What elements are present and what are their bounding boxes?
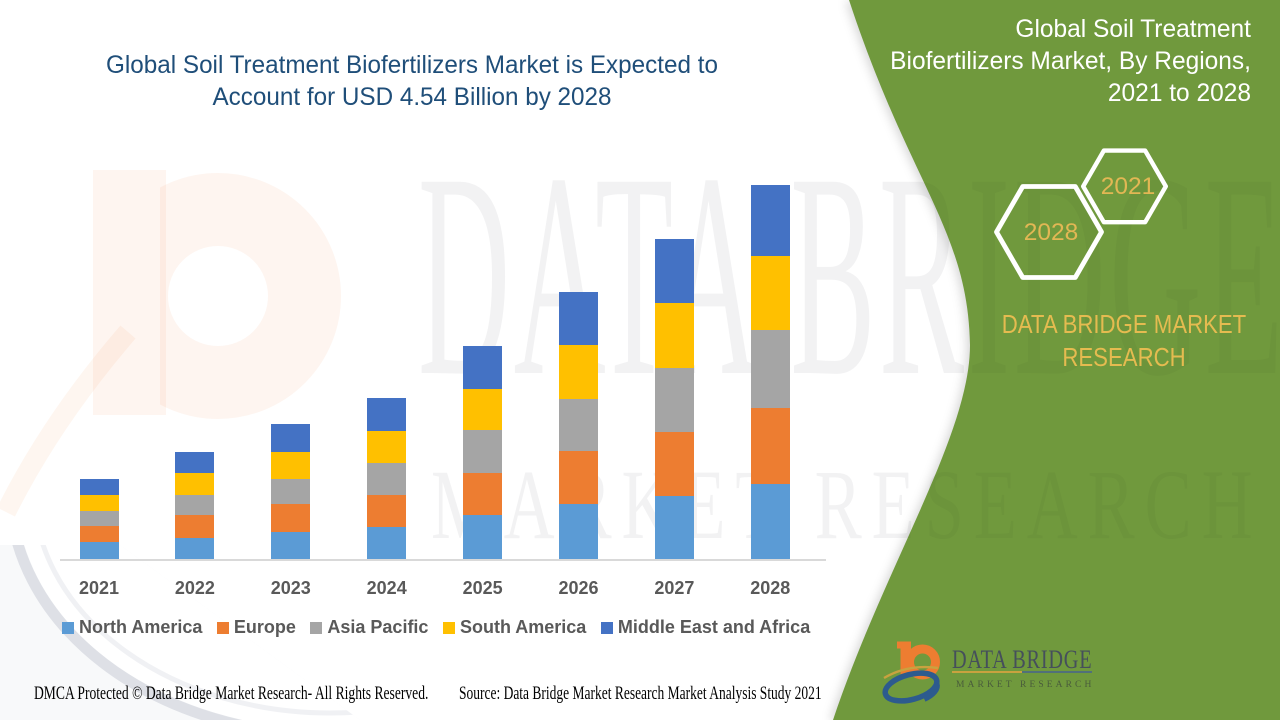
svg-text:DATA BRIDGE: DATA BRIDGE [952,646,1092,675]
svg-text:MARKET RESEARCH: MARKET RESEARCH [956,680,1094,690]
